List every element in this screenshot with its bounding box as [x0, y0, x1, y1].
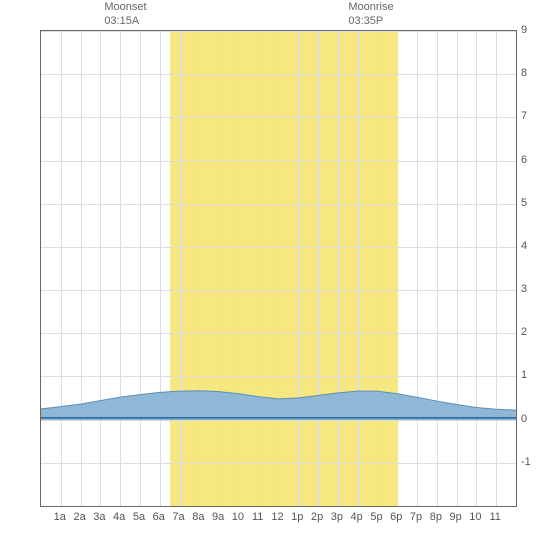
x-tick-label: 2a — [73, 511, 85, 523]
x-tick-label: 7a — [172, 511, 184, 523]
x-tick-label: 10 — [469, 511, 481, 523]
x-tick-label: 12 — [271, 511, 283, 523]
y-tick-label: 9 — [521, 24, 527, 36]
tide-series — [41, 31, 516, 506]
y-tick-label: 6 — [521, 154, 527, 166]
x-tick-label: 9p — [450, 511, 462, 523]
x-tick-label: 11 — [252, 511, 263, 523]
y-tick-label: 4 — [521, 240, 527, 252]
y-tick-label: 8 — [521, 67, 527, 79]
annotation-title: Moonrise — [348, 0, 393, 14]
x-tick-label: 4p — [351, 511, 363, 523]
y-tick-label: -1 — [521, 456, 531, 468]
x-tick-label: 2p — [311, 511, 323, 523]
x-tick-label: 5a — [133, 511, 145, 523]
y-tick-label: 1 — [521, 369, 527, 381]
plot-area — [40, 30, 517, 507]
y-tick-label: 5 — [521, 197, 527, 209]
y-tick-label: 2 — [521, 326, 527, 338]
annotation-title: Moonset — [104, 0, 146, 14]
y-tick-label: 7 — [521, 110, 527, 122]
x-tick-label: 5p — [370, 511, 382, 523]
x-tick-label: 10 — [232, 511, 244, 523]
chart-container: 1a2a3a4a5a6a7a8a9a1011121p2p3p4p5p6p7p8p… — [0, 0, 550, 550]
x-tick-label: 6a — [153, 511, 165, 523]
tide-upper-area — [41, 391, 516, 420]
x-tick-label: 11 — [489, 511, 500, 523]
y-tick-label: 0 — [521, 413, 527, 425]
x-tick-label: 6p — [390, 511, 402, 523]
moonrise-annotation: Moonrise03:35P — [348, 0, 393, 29]
x-tick-label: 7p — [410, 511, 422, 523]
x-tick-label: 9a — [212, 511, 224, 523]
annotation-time: 03:15A — [104, 14, 146, 28]
x-tick-label: 3a — [93, 511, 105, 523]
moonset-annotation: Moonset03:15A — [104, 0, 146, 29]
x-tick-label: 1a — [54, 511, 66, 523]
x-tick-label: 1p — [291, 511, 303, 523]
x-tick-label: 3p — [331, 511, 343, 523]
x-tick-label: 4a — [113, 511, 125, 523]
x-tick-label: 8p — [430, 511, 442, 523]
annotation-time: 03:35P — [348, 14, 393, 28]
y-tick-label: 3 — [521, 283, 527, 295]
x-tick-label: 8a — [192, 511, 204, 523]
